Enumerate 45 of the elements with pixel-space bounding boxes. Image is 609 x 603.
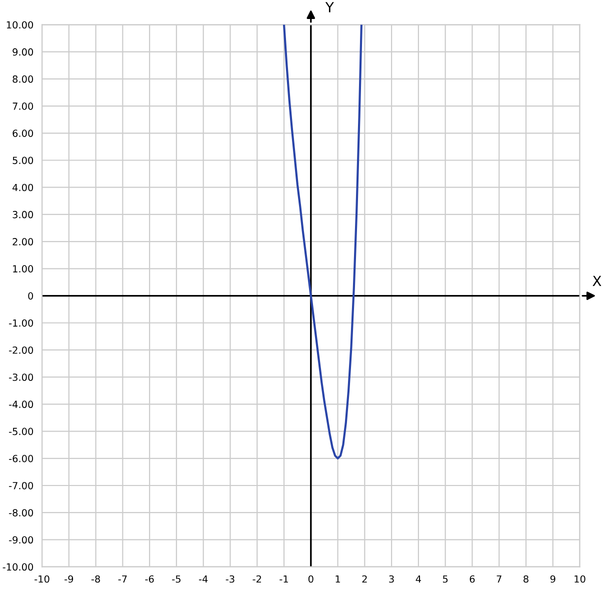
x-tick-label: -5: [172, 575, 180, 583]
x-tick-label: -9: [64, 575, 74, 583]
x-tick-label: 1: [336, 575, 340, 583]
y-tick-label: 0: [28, 292, 34, 300]
y-axis-title: Y: [325, 2, 334, 12]
y-tick-label: -6.00: [9, 454, 34, 462]
y-tick-label: -9.00: [9, 536, 34, 544]
x-tick-label: -10: [34, 575, 50, 583]
x-axis-title: X: [592, 276, 602, 286]
y-tick-label: -4.00: [9, 400, 34, 408]
y-tick-label: -7.00: [9, 482, 34, 490]
y-tick-label: -10.00: [2, 563, 34, 571]
x-tick-label: 6: [470, 575, 475, 583]
x-tick-label: 8: [524, 575, 528, 583]
y-tick-label: 2.00: [12, 238, 34, 246]
x-tick-label: 7: [496, 575, 502, 583]
y-tick-label: 9.00: [12, 48, 34, 56]
y-tick-label: 8.00: [12, 75, 34, 83]
x-tick-label: 9: [550, 575, 556, 583]
line-series: [282, 24, 362, 460]
x-tick-label: -1: [280, 575, 288, 583]
y-tick-label: -5.00: [9, 428, 34, 436]
x-tick-label: -2: [252, 575, 261, 583]
x-tick-label: 10: [574, 575, 586, 583]
x-tick-label: 0: [308, 575, 314, 583]
y-tick-label: -2.00: [9, 346, 34, 354]
y-tick-label: -3.00: [9, 374, 34, 381]
x-tick-label: -4: [198, 575, 208, 583]
x-tick-label: -3: [226, 575, 234, 583]
x-tick-label: 2: [362, 575, 367, 583]
y-tick-label: 5.00: [12, 156, 34, 164]
y-tick-label: 3.00: [12, 210, 34, 218]
y-tick-label: 4.00: [12, 184, 34, 192]
y-tick-label: 1.00: [13, 265, 34, 272]
x-tick-label: -8: [91, 575, 100, 583]
y-tick-label: 7.00: [12, 102, 34, 110]
y-tick-label: 6.00: [12, 130, 34, 137]
y-tick-label: -8.00: [9, 509, 34, 516]
x-tick-label: 3: [389, 575, 394, 583]
x-tick-label: -7: [118, 575, 127, 583]
x-tick-label: 5: [442, 575, 448, 583]
x-tick-label: 4: [416, 575, 421, 583]
y-tick-label: 10.00: [6, 21, 34, 29]
y-tick-label: -1.00: [9, 319, 34, 327]
x-tick-label: -6: [145, 575, 154, 583]
